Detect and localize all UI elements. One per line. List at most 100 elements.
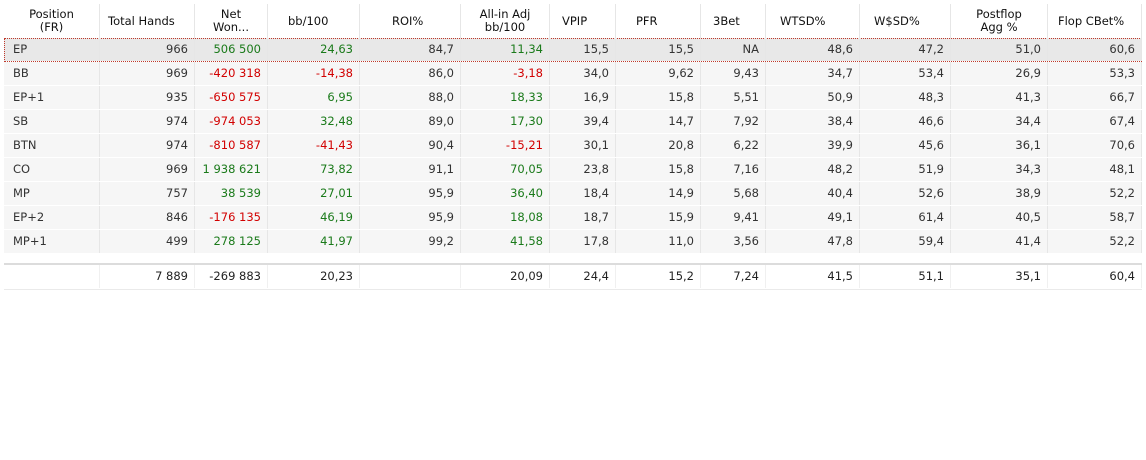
column-header-label: ROI% <box>392 13 424 28</box>
table-row[interactable]: MP+1 499 278 125 41,97 99,2 41,58 17,8 11,0 3,56… <box>4 230 1142 254</box>
cell-wtsd: 38,4 <box>766 110 860 133</box>
cell-roi: 89,0 <box>360 110 461 133</box>
column-header-threebet[interactable]: 3Bet <box>701 4 766 38</box>
cell-cbet: 67,4 <box>1048 110 1142 133</box>
total-cbet: 60,4 <box>1048 265 1142 288</box>
cell-pos: MP+1 <box>4 230 100 253</box>
table-row[interactable]: MP 757 38 539 27,01 95,9 36,40 18,4 14,9 5,68 40,… <box>4 182 1142 206</box>
cell-agg: 41,3 <box>951 86 1048 109</box>
cell-bb100: 27,01 <box>268 182 360 205</box>
cell-wtsd: 48,6 <box>766 38 860 61</box>
column-header-label: bb/100 <box>288 13 329 28</box>
cell-wsd: 46,6 <box>860 110 951 133</box>
cell-threebet: NA <box>701 38 766 61</box>
cell-pfr: 11,0 <box>616 230 701 253</box>
cell-net: -974 053 <box>195 110 268 133</box>
cell-vpip: 39,4 <box>550 110 616 133</box>
cell-vpip: 16,9 <box>550 86 616 109</box>
cell-roi: 95,9 <box>360 182 461 205</box>
cell-bb100: 32,48 <box>268 110 360 133</box>
cell-cbet: 48,1 <box>1048 158 1142 181</box>
column-header-net[interactable]: Net Won... <box>195 4 268 38</box>
column-header-label: Total Hands <box>108 13 175 28</box>
cell-wsd: 47,2 <box>860 38 951 61</box>
column-header-allin[interactable]: All-in Adj bb/100 <box>461 4 550 38</box>
totals-row: 7 889 -269 883 20,23 20,09 24,4 15,2 7,24 41,5 5… <box>4 265 1142 290</box>
cell-wtsd: 47,8 <box>766 230 860 253</box>
cell-cbet: 52,2 <box>1048 230 1142 253</box>
cell-bb100: 46,19 <box>268 206 360 229</box>
cell-wsd: 53,4 <box>860 62 951 85</box>
cell-net: -176 135 <box>195 206 268 229</box>
total-pos <box>4 265 100 288</box>
cell-vpip: 23,8 <box>550 158 616 181</box>
cell-hands: 757 <box>100 182 195 205</box>
cell-cbet: 60,6 <box>1048 38 1142 61</box>
cell-allin: 11,34 <box>461 38 550 61</box>
column-header-label: Position (FR) <box>29 7 74 34</box>
cell-hands: 974 <box>100 134 195 157</box>
cell-wsd: 52,6 <box>860 182 951 205</box>
cell-wsd: 48,3 <box>860 86 951 109</box>
cell-bb100: 6,95 <box>268 86 360 109</box>
column-header-label: WTSD% <box>780 13 826 28</box>
cell-agg: 41,4 <box>951 230 1048 253</box>
table-row[interactable]: EP 966 506 500 24,63 84,7 11,34 15,5 15,5 NA 48,6… <box>4 38 1142 62</box>
cell-allin: 18,08 <box>461 206 550 229</box>
column-header-label: Flop CBet% <box>1058 13 1125 28</box>
column-header-cbet[interactable]: Flop CBet% <box>1048 4 1142 38</box>
cell-net: -650 575 <box>195 86 268 109</box>
cell-allin: 18,33 <box>461 86 550 109</box>
column-header-label: VPIP <box>562 13 588 28</box>
cell-hands: 974 <box>100 110 195 133</box>
cell-pfr: 15,9 <box>616 206 701 229</box>
cell-hands: 935 <box>100 86 195 109</box>
cell-pfr: 9,62 <box>616 62 701 85</box>
column-header-hands[interactable]: Total Hands <box>100 4 195 38</box>
cell-bb100: 24,63 <box>268 38 360 61</box>
total-hands: 7 889 <box>100 265 195 288</box>
table-row[interactable]: EP+1 935 -650 575 6,95 88,0 18,33 16,9 15,8 5,51… <box>4 86 1142 110</box>
totals-separator <box>4 254 1142 265</box>
table-row[interactable]: BB 969 -420 318 -14,38 86,0 -3,18 34,0 9,62 9,43… <box>4 62 1142 86</box>
column-header-bb100[interactable]: bb/100 <box>268 4 360 38</box>
column-header-vpip[interactable]: VPIP <box>550 4 616 38</box>
cell-pos: SB <box>4 110 100 133</box>
cell-wtsd: 39,9 <box>766 134 860 157</box>
cell-vpip: 17,8 <box>550 230 616 253</box>
cell-threebet: 5,68 <box>701 182 766 205</box>
column-header-agg[interactable]: Postflop Agg % <box>951 4 1048 38</box>
cell-net: 38 539 <box>195 182 268 205</box>
cell-allin: -15,21 <box>461 134 550 157</box>
cell-cbet: 58,7 <box>1048 206 1142 229</box>
cell-vpip: 30,1 <box>550 134 616 157</box>
cell-bb100: 41,97 <box>268 230 360 253</box>
total-allin: 20,09 <box>461 265 550 288</box>
cell-agg: 34,4 <box>951 110 1048 133</box>
cell-roi: 95,9 <box>360 206 461 229</box>
cell-threebet: 6,22 <box>701 134 766 157</box>
cell-threebet: 9,41 <box>701 206 766 229</box>
table-row[interactable]: SB 974 -974 053 32,48 89,0 17,30 39,4 14,7 7,92 3… <box>4 110 1142 134</box>
column-header-label: All-in Adj bb/100 <box>479 7 531 34</box>
table-row[interactable]: CO 969 1 938 621 73,82 91,1 70,05 23,8 15,8 7,16… <box>4 158 1142 182</box>
cell-cbet: 52,2 <box>1048 182 1142 205</box>
total-net: -269 883 <box>195 265 268 288</box>
cell-roi: 84,7 <box>360 38 461 61</box>
cell-agg: 26,9 <box>951 62 1048 85</box>
column-header-roi[interactable]: ROI% <box>360 4 461 38</box>
table-row[interactable]: EP+2 846 -176 135 46,19 95,9 18,08 18,7 15,9 9,4… <box>4 206 1142 230</box>
column-header-pfr[interactable]: PFR <box>616 4 701 38</box>
column-header-label: W$SD% <box>874 13 920 28</box>
cell-net: 278 125 <box>195 230 268 253</box>
table-row[interactable]: BTN 974 -810 587 -41,43 90,4 -15,21 30,1 20,8 6,… <box>4 134 1142 158</box>
column-header-wtsd[interactable]: WTSD% <box>766 4 860 38</box>
cell-roi: 86,0 <box>360 62 461 85</box>
cell-agg: 36,1 <box>951 134 1048 157</box>
cell-threebet: 5,51 <box>701 86 766 109</box>
cell-wtsd: 50,9 <box>766 86 860 109</box>
column-header-wsd[interactable]: W$SD% <box>860 4 951 38</box>
column-header-pos[interactable]: Position (FR) <box>4 4 100 38</box>
cell-pfr: 15,5 <box>616 38 701 61</box>
cell-cbet: 53,3 <box>1048 62 1142 85</box>
